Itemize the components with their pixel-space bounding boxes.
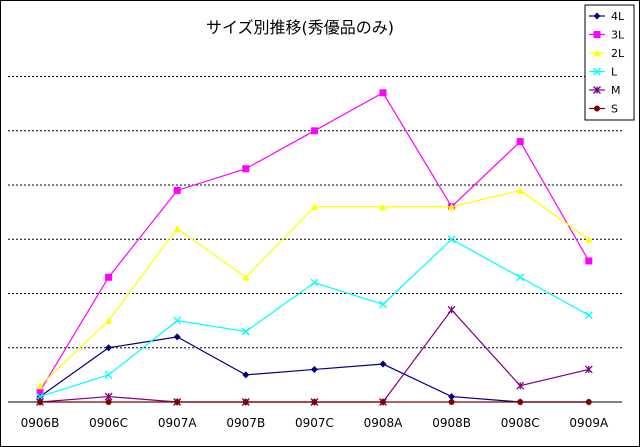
legend-item-S: S [589, 103, 618, 116]
point-S [37, 399, 43, 405]
legend-item-L: L [589, 66, 618, 79]
x-tick-label: 0908A [364, 416, 404, 430]
point-3L [379, 89, 387, 97]
point-2L [516, 186, 524, 194]
point-L [310, 278, 319, 287]
point-L [584, 311, 593, 320]
series [36, 89, 593, 406]
point-4L [173, 333, 181, 341]
x-tick-label: 0907C [295, 416, 334, 430]
point-S [517, 399, 524, 405]
point-2L [310, 203, 318, 211]
x-tick-label: 0906B [21, 416, 60, 430]
series-2L [36, 186, 593, 390]
point-3L [242, 165, 250, 173]
series-line-L [39, 238, 590, 398]
legend-marker-M [593, 86, 601, 94]
point-S [311, 399, 318, 405]
series-L [36, 235, 593, 401]
x-tick-label: 0908C [501, 416, 540, 430]
legend-marker-4L [593, 12, 601, 20]
series-4L [36, 333, 593, 406]
point-S [105, 399, 112, 405]
series-M [36, 305, 593, 406]
point-M [104, 392, 113, 401]
x-tick-label: 0907A [158, 416, 198, 430]
point-M [516, 381, 525, 390]
point-2L [448, 203, 456, 211]
x-tick-labels: 0906B 0906C 0907A 0907B 0907C 0908A 0908B 0908C… [21, 416, 609, 430]
legend-label: S [611, 103, 618, 116]
series-3L [36, 89, 593, 395]
series-line-M [39, 308, 589, 403]
legend: 4L 3L 2L LMS [584, 4, 635, 121]
point-L [516, 273, 525, 282]
point-3L [516, 138, 524, 146]
series-line-2L [39, 189, 590, 387]
point-2L [173, 224, 181, 232]
point-S [448, 399, 455, 405]
point-S [380, 399, 386, 405]
legend-marker-S [594, 105, 600, 112]
legend-item-4L: 4L [589, 10, 625, 23]
point-S [242, 399, 249, 405]
legend-label: 3L [611, 29, 625, 42]
grid-lines [8, 76, 622, 349]
point-2L [585, 235, 593, 243]
point-L [379, 300, 387, 309]
point-L [241, 327, 250, 336]
point-S [174, 399, 181, 405]
legend-label: 4L [611, 10, 625, 23]
legend-marker-L [593, 67, 601, 76]
x-tick-label: 0909A [569, 416, 609, 430]
legend-label: L [611, 66, 618, 79]
point-2L [379, 203, 387, 211]
point-4L [448, 393, 456, 401]
point-3L [585, 257, 593, 265]
point-4L [379, 360, 387, 368]
legend-marker-2L [593, 49, 601, 57]
legend-item-2L: 2L [589, 47, 625, 60]
series-line-3L [39, 92, 590, 392]
legend-label: M [611, 84, 621, 97]
point-L [173, 316, 182, 325]
point-2L [105, 317, 113, 325]
point-2L [242, 273, 250, 281]
series-S [37, 399, 592, 405]
legend-item-M: M [589, 84, 621, 97]
point-4L [105, 344, 113, 352]
point-L [447, 235, 456, 244]
x-tick-label: 0907B [226, 416, 265, 430]
point-M [584, 365, 593, 374]
legend-box [584, 4, 635, 121]
x-tick-label: 0908B [432, 416, 471, 430]
legend-label: 2L [611, 47, 625, 60]
legend-item-3L: 3L [589, 29, 625, 42]
point-4L [310, 365, 318, 373]
x-tick-label: 0906C [89, 416, 128, 430]
point-3L [36, 387, 44, 395]
point-S [585, 399, 592, 405]
point-2L [36, 382, 44, 390]
point-4L [242, 371, 250, 379]
point-3L [105, 273, 113, 281]
chart-title: サイズ別推移(秀優品のみ) [206, 18, 394, 37]
point-3L [310, 127, 318, 135]
point-3L [173, 186, 181, 194]
point-M [447, 305, 456, 314]
legend-marker-3L [593, 31, 601, 38]
point-L [104, 370, 113, 379]
